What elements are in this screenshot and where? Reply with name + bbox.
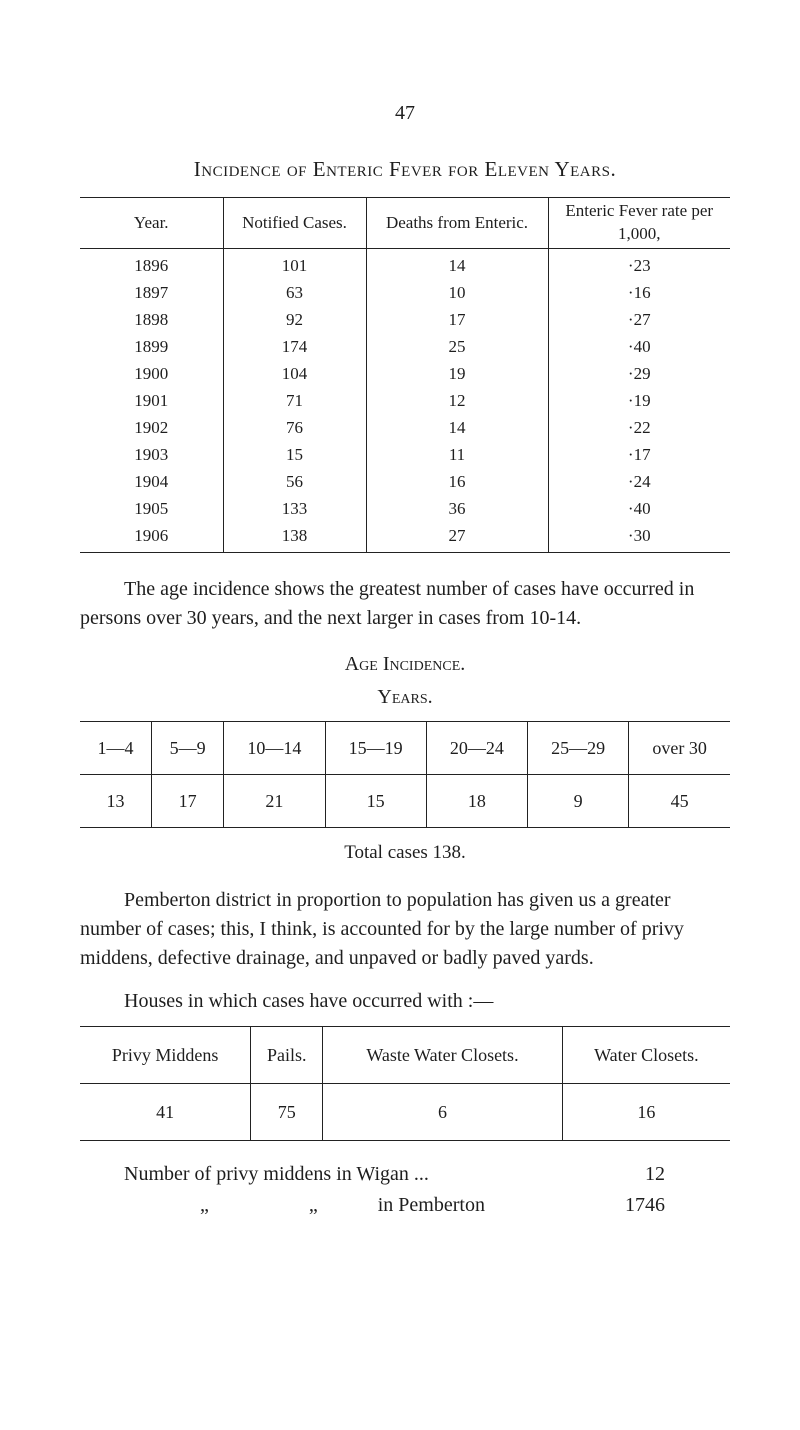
page-container: 47 Incidence of Enteric Fever for Eleven… [0, 0, 800, 1261]
t1-cell: ·17 [548, 442, 730, 469]
foot-line1-num: 12 [548, 1159, 665, 1190]
t1-cell: 17 [366, 307, 548, 334]
t1-cell: ·27 [548, 307, 730, 334]
footer-lines: Number of privy middens in Wigan ... 12 … [80, 1159, 730, 1221]
t1-cell: ·16 [548, 280, 730, 307]
t2-cell: 45 [629, 774, 730, 827]
closets-table: Privy Middens Pails. Waste Water Closets… [80, 1026, 730, 1142]
t2-cell: 21 [224, 774, 325, 827]
page-number: 47 [80, 100, 730, 127]
t1-cell: 12 [366, 388, 548, 415]
t1-cell: ·29 [548, 361, 730, 388]
t1-cell: 71 [223, 388, 366, 415]
t1-cell: 1897 [80, 280, 223, 307]
t2-head: over 30 [629, 721, 730, 774]
t1-head-year: Year. [80, 198, 223, 249]
t2-cell: 13 [80, 774, 152, 827]
t2-head: 10—14 [224, 721, 325, 774]
title-heading: Incidence of Enteric Fever for Eleven Ye… [80, 155, 730, 183]
t1-cell: 56 [223, 469, 366, 496]
t1-cell: 174 [223, 334, 366, 361]
t1-cell: ·24 [548, 469, 730, 496]
t1-cell: 133 [223, 496, 366, 523]
t1-head-cases: Notified Cases. [223, 198, 366, 249]
years-heading: Years. [80, 684, 730, 711]
foot-line2-text: „ „ in Pemberton [80, 1190, 548, 1221]
t1-cell: 11 [366, 442, 548, 469]
t1-cell: 92 [223, 307, 366, 334]
t2-head: 15—19 [325, 721, 426, 774]
t2-cell: 18 [426, 774, 527, 827]
t1-head-deaths: Deaths from Enteric. [366, 198, 548, 249]
age-table: 1—4 5—9 10—14 15—19 20—24 25—29 over 30 … [80, 721, 730, 829]
incidence-table: Year. Notified Cases. Deaths from Enteri… [80, 197, 730, 552]
t1-cell: 36 [366, 496, 548, 523]
total-cases: Total cases 138. [80, 840, 730, 866]
t3-cell: 16 [562, 1084, 730, 1141]
t1-cell: 101 [223, 249, 366, 280]
foot-line1-text: Number of privy middens in Wigan ... [80, 1159, 548, 1190]
t3-cell: 6 [323, 1084, 562, 1141]
t1-cell: ·40 [548, 334, 730, 361]
t1-cell: 1906 [80, 523, 223, 552]
t2-cell: 17 [152, 774, 224, 827]
t1-cell: 104 [223, 361, 366, 388]
t1-cell: 1899 [80, 334, 223, 361]
t1-cell: 16 [366, 469, 548, 496]
t1-cell: 76 [223, 415, 366, 442]
t3-head: Pails. [251, 1026, 323, 1083]
t1-cell: 1900 [80, 361, 223, 388]
t1-cell: ·40 [548, 496, 730, 523]
t2-head: 25—29 [528, 721, 629, 774]
t1-body: 1896 101 14 ·23 1897 63 10 ·16 1898 92 1… [80, 249, 730, 552]
t2-head: 5—9 [152, 721, 224, 774]
t3-head: Water Closets. [562, 1026, 730, 1083]
t1-cell: ·23 [548, 249, 730, 280]
t1-cell: 19 [366, 361, 548, 388]
t2-head: 20—24 [426, 721, 527, 774]
t1-cell: 14 [366, 415, 548, 442]
t1-cell: 14 [366, 249, 548, 280]
t3-cell: 41 [80, 1084, 251, 1141]
foot-line2-num: 1746 [548, 1190, 665, 1221]
t1-cell: 1898 [80, 307, 223, 334]
t1-head-rate: Enteric Fever rate per 1,000, [548, 198, 730, 249]
t3-head: Privy Middens [80, 1026, 251, 1083]
t1-cell: ·30 [548, 523, 730, 552]
t3-cell: 75 [251, 1084, 323, 1141]
t3-head: Waste Water Closets. [323, 1026, 562, 1083]
paragraph-2: Pemberton district in proportion to popu… [80, 886, 730, 973]
t1-cell: 1904 [80, 469, 223, 496]
t1-cell: 10 [366, 280, 548, 307]
t2-head: 1—4 [80, 721, 152, 774]
t1-cell: 1903 [80, 442, 223, 469]
t1-cell: ·22 [548, 415, 730, 442]
t1-cell: 15 [223, 442, 366, 469]
age-incidence-heading: Age Incidence. [80, 651, 730, 678]
t2-cell: 15 [325, 774, 426, 827]
paragraph-3: Houses in which cases have occurred with… [80, 987, 730, 1016]
t2-cell: 9 [528, 774, 629, 827]
t1-cell: ·19 [548, 388, 730, 415]
t1-cell: 1896 [80, 249, 223, 280]
t1-cell: 63 [223, 280, 366, 307]
t1-cell: 1905 [80, 496, 223, 523]
t1-cell: 27 [366, 523, 548, 552]
t1-cell: 138 [223, 523, 366, 552]
t1-cell: 25 [366, 334, 548, 361]
t1-cell: 1902 [80, 415, 223, 442]
paragraph-1: The age incidence shows the greatest num… [80, 575, 730, 633]
t1-cell: 1901 [80, 388, 223, 415]
